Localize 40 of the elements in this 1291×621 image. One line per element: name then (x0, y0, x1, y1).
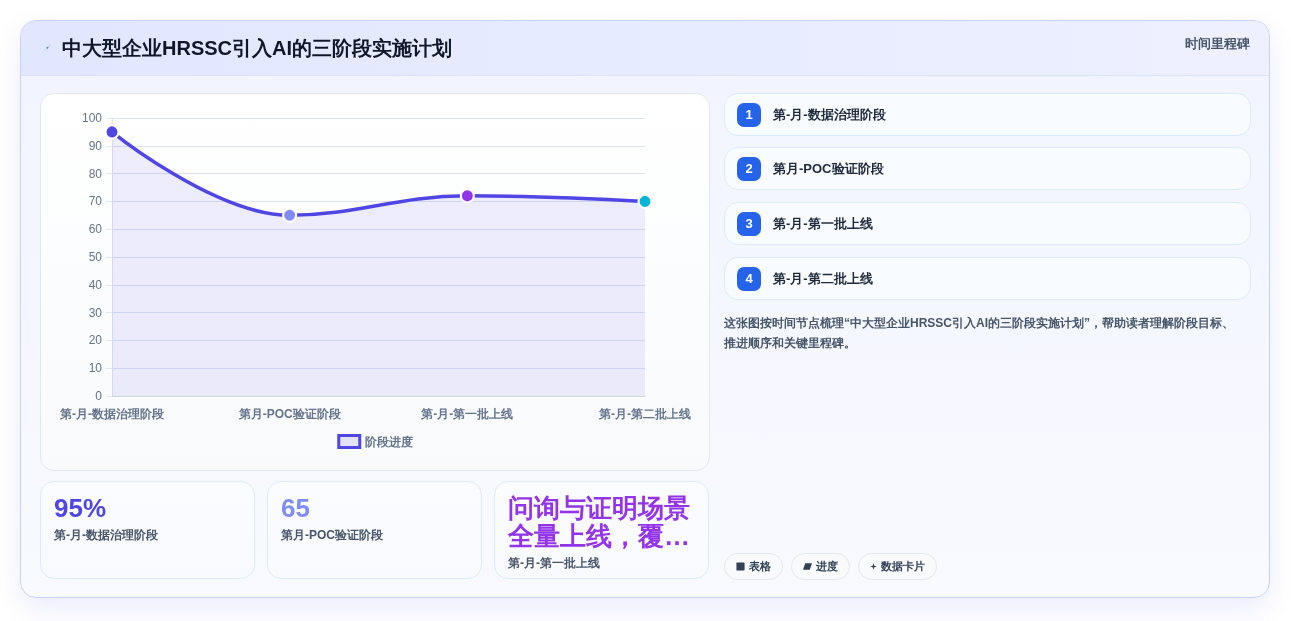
chart-title: 中大型企业HRSSC引入AI的三阶段实施计划 (62, 36, 453, 61)
text: 时间里程碑 (1185, 35, 1250, 53)
text: 第月-POC验证阶段 (773, 160, 884, 178)
y-tick-label: 60 (88, 222, 103, 237)
x-tick-label: 第-月-第二批上线 (598, 407, 691, 421)
y-tick-label: 100 (81, 111, 103, 125)
y-tick-label: 20 (88, 333, 103, 348)
y-tick-label: 80 (88, 166, 103, 181)
text: 进度 (816, 559, 838, 574)
y-tick-label: 70 (88, 194, 103, 209)
y-tick-label: 90 (88, 138, 103, 153)
legend-label: 阶段进度 (364, 434, 413, 449)
point (282, 207, 298, 223)
point (459, 188, 475, 204)
y-tick-label: 40 (88, 277, 103, 292)
text: 第-月-第一批上线 (773, 215, 873, 233)
text: 问询与证明场景全量上线，覆… (508, 493, 691, 551)
text: 第月-POC验证阶段 (281, 527, 384, 544)
text: 表格 (749, 559, 771, 574)
point (637, 193, 653, 209)
number-badge: 1 (737, 103, 761, 127)
y-tick-label: 10 (88, 361, 103, 376)
y-tick-label: 0 (95, 389, 103, 403)
text: 第-月-数据治理阶段 (773, 106, 886, 124)
text: 第-月-第二批上线 (773, 270, 873, 288)
x-tick-label: 第月-POC验证阶段 (237, 407, 342, 421)
x-tick-label: 第-月-第一批上线 (420, 407, 514, 421)
text: 95% (54, 493, 108, 523)
y-tick-label: 50 (88, 250, 103, 264)
y-tick-label: 30 (88, 305, 103, 320)
text: 第-月-第一批上线 (508, 555, 601, 572)
x-tick-label: 第-月-数据治理阶段 (59, 407, 165, 421)
text: 65 (281, 493, 311, 523)
text: 这张图按时间节点梳理“中大型企业HRSSC引入AI的三阶段实施计划”，帮助读者理解阶段目标、推进顺序和关键里程碑。 (724, 315, 1235, 352)
number-badge: 4 (737, 267, 761, 291)
point (104, 124, 120, 140)
number-badge: 2 (737, 157, 761, 181)
number-badge: 3 (737, 212, 761, 236)
text: 数据卡片 (881, 559, 925, 574)
text: 第-月-数据治理阶段 (54, 527, 159, 544)
